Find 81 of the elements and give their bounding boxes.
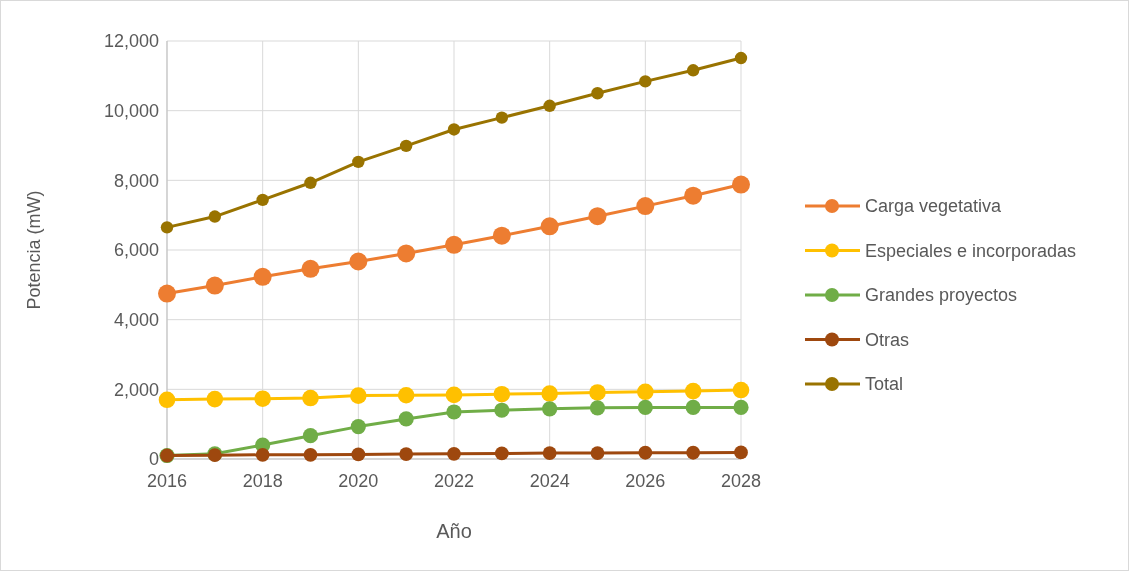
point <box>446 404 462 420</box>
point <box>684 382 702 400</box>
point <box>350 419 366 435</box>
point <box>349 252 368 271</box>
point <box>205 276 224 295</box>
point <box>685 399 701 416</box>
point <box>255 447 270 462</box>
y-tick-label: 10,000 <box>103 100 159 121</box>
point <box>637 399 653 416</box>
point <box>208 210 222 223</box>
legend-label: Otras <box>865 329 910 350</box>
point <box>160 221 174 234</box>
point <box>302 428 319 444</box>
point <box>542 401 558 417</box>
point <box>590 446 605 460</box>
x-tick-label: 2018 <box>242 471 283 491</box>
point <box>734 445 748 460</box>
point <box>445 235 463 254</box>
y-tick-label: 6,000 <box>113 240 159 261</box>
point <box>304 176 317 189</box>
point <box>397 244 416 263</box>
point <box>494 446 509 461</box>
point <box>445 386 463 404</box>
point <box>686 445 701 460</box>
x-tick-label: 2024 <box>529 471 570 491</box>
point <box>254 390 271 408</box>
point <box>588 207 607 226</box>
point <box>543 99 556 112</box>
point <box>541 385 558 402</box>
point <box>495 111 509 124</box>
point <box>591 87 604 100</box>
point <box>206 390 224 408</box>
point <box>636 197 655 216</box>
legend-label: Carga vegetativa <box>865 196 1003 217</box>
point <box>732 381 750 399</box>
legend-label: Grandes proyectos <box>865 285 1018 306</box>
point <box>637 383 654 401</box>
x-tick-label: 2026 <box>625 471 666 491</box>
x-tick-label: 2016 <box>146 471 188 491</box>
point <box>256 193 269 207</box>
point <box>589 384 606 401</box>
point <box>399 447 414 462</box>
legend-label: Total <box>865 374 904 395</box>
x-tick-label: 2022 <box>433 471 475 491</box>
point <box>158 391 176 409</box>
point <box>303 447 318 462</box>
y-tick-label: 8,000 <box>113 170 159 191</box>
y-tick-label: 4,000 <box>113 309 159 330</box>
point <box>494 402 510 418</box>
point <box>399 139 413 153</box>
point <box>733 399 749 416</box>
point <box>398 411 414 427</box>
point <box>732 175 750 194</box>
point <box>253 267 272 286</box>
point <box>351 447 366 462</box>
point <box>686 64 700 77</box>
point <box>301 259 320 278</box>
point <box>158 284 176 303</box>
point <box>397 386 415 404</box>
point <box>493 385 511 403</box>
x-axis-title: Año <box>436 520 472 542</box>
point <box>302 389 319 407</box>
legend-label: Especiales e incorporadas <box>865 240 1077 261</box>
y-tick-label: 0 <box>148 449 159 470</box>
point <box>684 186 703 205</box>
y-axis-title: Potencia (mW) <box>24 190 44 310</box>
point <box>589 400 606 416</box>
point <box>350 387 367 404</box>
point <box>447 123 461 136</box>
point <box>734 51 748 65</box>
y-tick-label: 12,000 <box>103 31 159 52</box>
point <box>352 155 365 169</box>
point <box>447 446 461 461</box>
x-tick-label: 2020 <box>338 471 379 491</box>
point <box>492 226 511 245</box>
x-tick-label: 2028 <box>720 471 762 491</box>
point <box>540 217 559 236</box>
y-tick-label: 2,000 <box>113 379 159 400</box>
point <box>639 75 652 88</box>
point <box>542 446 557 460</box>
point <box>638 445 653 460</box>
